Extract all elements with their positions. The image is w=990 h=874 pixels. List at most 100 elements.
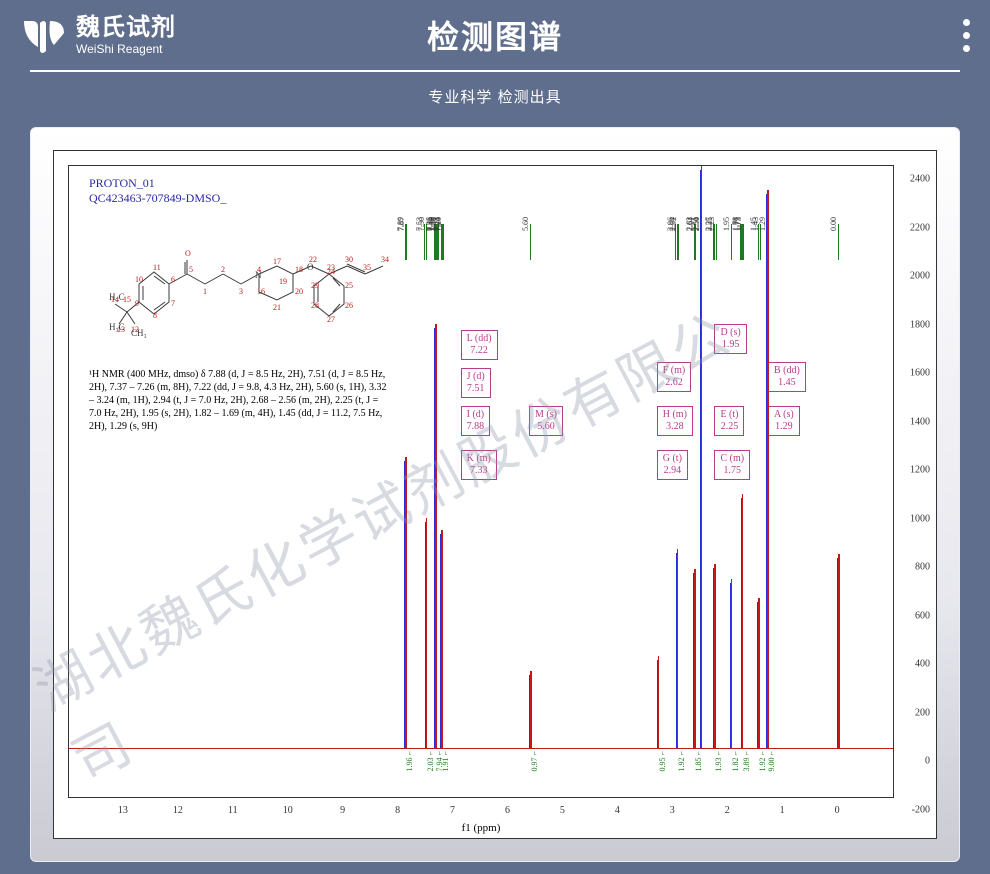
svg-text:19: 19 — [279, 277, 287, 286]
peak-box: K (m)7.33 — [461, 450, 497, 480]
x-tick: 3 — [670, 805, 675, 816]
peak — [435, 324, 437, 749]
x-axis: f1 (ppm) 131211109876543210 — [68, 802, 894, 838]
svg-text:2: 2 — [221, 265, 225, 274]
top-label: 2.92 — [669, 217, 678, 231]
top-label: 1.73 — [734, 217, 743, 231]
integral-label: 9.00 ⌐ — [767, 751, 776, 772]
y-tick: 1800 — [910, 319, 930, 330]
integral-label: 1.82 ⌐ — [731, 751, 740, 772]
svg-text:20: 20 — [295, 287, 303, 296]
nmr-description: ¹H NMR (400 MHz, dmso) δ 7.88 (d, J = 8.… — [89, 368, 389, 433]
y-tick: 2200 — [910, 222, 930, 233]
peak — [658, 656, 660, 748]
y-tick: -200 — [912, 805, 930, 816]
y-tick: 2400 — [910, 174, 930, 185]
x-tick: 5 — [560, 805, 565, 816]
peak-box: B (dd)1.45 — [768, 362, 806, 392]
x-tick: 6 — [505, 805, 510, 816]
svg-text:24: 24 — [327, 267, 335, 276]
svg-text:25: 25 — [345, 281, 353, 290]
integral-label: 1.92 ⌐ — [677, 751, 686, 772]
integral-label: 1.96 ⌐ — [405, 751, 414, 772]
svg-text:H₃C: H₃C — [109, 292, 125, 302]
svg-text:N: N — [255, 270, 262, 280]
page-title: 检测图谱 — [427, 12, 563, 58]
subtitle: 专业科学 检测出具 — [0, 72, 990, 121]
svg-text:3: 3 — [239, 287, 243, 296]
peak-box: M (s)5.60 — [529, 406, 563, 436]
peak-box: E (t)2.25 — [714, 406, 744, 436]
peak-box: J (d)7.51 — [461, 368, 491, 398]
peak-box: C (m)1.75 — [714, 450, 750, 480]
x-tick: 10 — [283, 805, 293, 816]
peak — [701, 166, 703, 748]
svg-text:CH₃: CH₃ — [131, 328, 147, 338]
y-tick: 1400 — [910, 416, 930, 427]
integral-label: 1.93 ⌐ — [714, 751, 723, 772]
x-tick: 13 — [118, 805, 128, 816]
x-tick: 1 — [780, 805, 785, 816]
nmr-plot: PROTON_01 QC423463-707849-DMSO_ — [53, 150, 937, 839]
svg-text:16: 16 — [257, 287, 265, 296]
x-tick: 9 — [340, 805, 345, 816]
svg-text:6: 6 — [171, 275, 175, 284]
menu-dots-icon[interactable] — [963, 19, 970, 52]
top-label: 5.60 — [521, 217, 530, 231]
y-tick: 200 — [915, 707, 930, 718]
peak-box: D (s)1.95 — [714, 324, 746, 354]
y-tick: 1000 — [910, 513, 930, 524]
svg-text:21: 21 — [273, 303, 281, 312]
svg-text:26: 26 — [345, 301, 353, 310]
top-label: 2.23 — [707, 217, 716, 231]
svg-text:8: 8 — [153, 311, 157, 320]
logo-mark — [20, 11, 68, 59]
brand-logo: 魏氏试剂 WeiShi Reagent — [20, 11, 176, 59]
peak — [441, 530, 443, 748]
svg-text:30: 30 — [345, 255, 353, 264]
spectrum-card: PROTON_01 QC423463-707849-DMSO_ — [30, 127, 960, 862]
integral-label: 0.95 ⌐ — [658, 751, 667, 772]
svg-text:9: 9 — [135, 299, 139, 308]
top-label: 7.20 — [434, 217, 443, 231]
svg-text:35: 35 — [363, 263, 371, 272]
y-axis: -200020040060080010001200140016001800200… — [898, 165, 936, 798]
svg-text:27: 27 — [327, 315, 335, 324]
integral-label: 0.97 ⌐ — [530, 751, 539, 772]
peak — [694, 569, 696, 749]
peak-box: I (d)7.88 — [461, 406, 491, 436]
chemical-structure: 11678910 15141312 O51234 171821162019 22… — [109, 224, 449, 354]
svg-text:5: 5 — [189, 265, 193, 274]
logo-text-cn: 魏氏试剂 — [76, 16, 176, 40]
peak — [731, 579, 733, 749]
svg-text:17: 17 — [273, 257, 281, 266]
peak — [838, 554, 840, 748]
y-tick: 1200 — [910, 465, 930, 476]
y-tick: 400 — [915, 659, 930, 670]
peak — [758, 598, 760, 748]
top-label: 7.87 — [397, 217, 406, 231]
integral-labels: 1.96 ⌐2.03 ⌐7.94 ⌐1.91 ⌐0.97 ⌐0.95 ⌐1.92… — [69, 745, 893, 795]
svg-text:11: 11 — [153, 263, 161, 272]
x-tick: 2 — [725, 805, 730, 816]
peak — [714, 564, 716, 748]
y-tick: 2000 — [910, 271, 930, 282]
peak — [530, 671, 532, 749]
integral-label: 1.91 ⌐ — [441, 751, 450, 772]
svg-text:34: 34 — [381, 255, 389, 264]
x-tick: 7 — [450, 805, 455, 816]
peak — [742, 494, 744, 749]
peak — [405, 457, 407, 748]
peak-box: A (s)1.29 — [768, 406, 800, 436]
y-tick: 600 — [915, 610, 930, 621]
svg-text:O: O — [307, 262, 314, 272]
svg-text:10: 10 — [135, 275, 143, 284]
plot-area: PROTON_01 QC423463-707849-DMSO_ — [68, 165, 894, 798]
y-tick: 800 — [915, 562, 930, 573]
x-tick: 0 — [835, 805, 840, 816]
svg-text:1: 1 — [203, 287, 207, 296]
top-ppm-labels: 7.897.877.537.507.367.367.357.347.327.30… — [69, 166, 893, 230]
x-tick: 12 — [173, 805, 183, 816]
logo-text-en: WeiShi Reagent — [76, 43, 176, 55]
top-label: 1.95 — [722, 217, 731, 231]
